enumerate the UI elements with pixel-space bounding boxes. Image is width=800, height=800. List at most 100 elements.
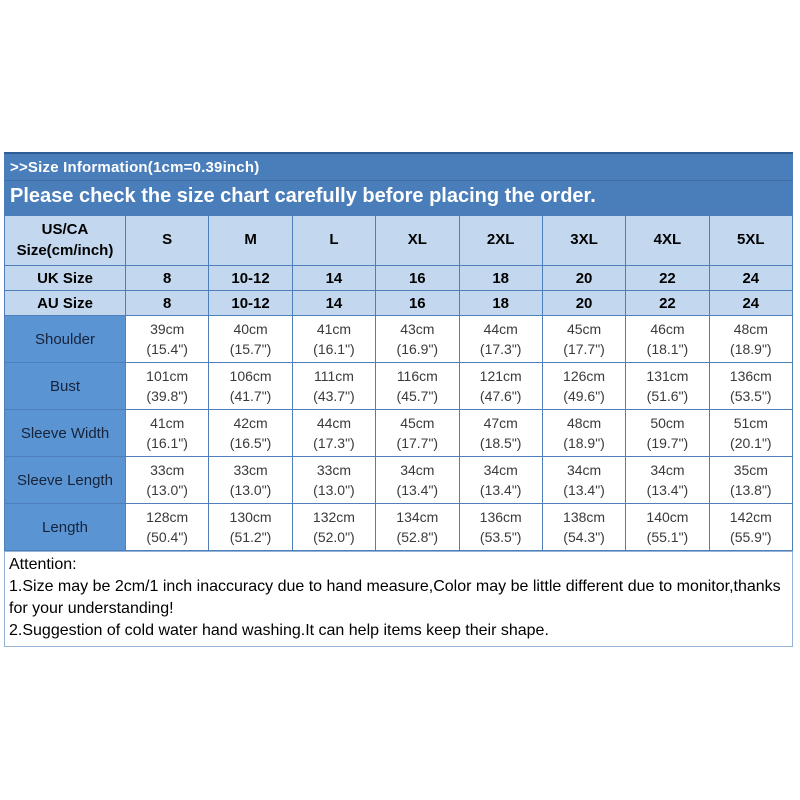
measurement-value-cell: 44cm (17.3") <box>458 315 543 363</box>
measurement-row: Length 128cm (50.4") 130cm (51.2") 132cm (52.0… <box>4 503 794 551</box>
size-info-banner: >>Size Information(1cm=0.39inch) Please … <box>4 152 793 215</box>
measurement-inch-value: (17.7") <box>396 435 439 451</box>
measurement-value-cell: 116cm (45.7") <box>375 362 460 410</box>
measurement-inch-value: (18.9") <box>730 341 772 357</box>
measurement-inch-value: (17.3") <box>313 435 355 451</box>
conversion-value-cell: 20 <box>541 265 627 291</box>
measurement-inch-value: (13.0") <box>146 482 188 498</box>
measurement-inch-value: (53.5") <box>479 529 522 545</box>
measurement-cm-value: 45cm <box>400 415 435 431</box>
measurement-inch-value: (16.1") <box>146 435 188 451</box>
measurement-inch-value: (51.6") <box>646 388 689 404</box>
measurement-inch-value: (45.7") <box>396 388 439 404</box>
measurement-value-cell: 34cm (13.4") <box>375 456 460 504</box>
measurement-value-cell: 39cm (15.4") <box>124 315 210 363</box>
measurement-inch-value: (52.0") <box>313 529 355 545</box>
size-chart-content: >>Size Information(1cm=0.39inch) Please … <box>4 152 794 647</box>
conversion-value-cell: 22 <box>625 290 710 316</box>
measurement-inch-value: (16.1") <box>313 341 355 357</box>
measurement-inch-value: (54.3") <box>563 529 605 545</box>
measurement-row: Shoulder 39cm (15.4") 40cm (15.7") 41cm (16.1"… <box>4 315 794 363</box>
measurement-cm-value: 126cm <box>563 368 606 384</box>
size-chart-table-body: US/CA Size(cm/inch) S M L XL 2XL 3XL 4XL 5XL UK Si… <box>4 215 794 551</box>
measurement-row-label: Sleeve Width <box>4 409 126 457</box>
measurement-value-cell: 126cm (49.6") <box>541 362 627 410</box>
measurement-cm-value: 35cm <box>733 462 768 478</box>
banner-title: >>Size Information(1cm=0.39inch) <box>4 154 793 181</box>
measurement-value-cell: 48cm (18.9") <box>541 409 627 457</box>
measurement-inch-value: (13.4") <box>396 482 439 498</box>
measurement-inch-value: (17.3") <box>479 341 522 357</box>
measurement-cm-value: 51cm <box>733 415 768 431</box>
size-column-header: 5XL <box>708 215 794 266</box>
measurement-value-cell: 45cm (17.7") <box>541 315 627 363</box>
banner-subtitle: Please check the size chart carefully be… <box>10 185 596 207</box>
measurement-value-cell: 132cm (52.0") <box>291 503 377 551</box>
conversion-value-cell: 18 <box>458 290 543 316</box>
measurement-row-label: Shoulder <box>4 315 126 363</box>
uscas-size-header-cell: US/CA Size(cm/inch) <box>4 215 126 266</box>
measurement-value-cell: 42cm (16.5") <box>208 409 293 457</box>
measurement-cm-value: 140cm <box>646 509 689 525</box>
measurement-value-cell: 111cm (43.7") <box>291 362 377 410</box>
conversion-value-cell: 8 <box>124 265 210 291</box>
measurement-value-cell: 142cm (55.9") <box>708 503 794 551</box>
measurement-value-cell: 106cm (41.7") <box>208 362 293 410</box>
measurement-value-cell: 35cm (13.8") <box>708 456 794 504</box>
measurement-row-label: Sleeve Length <box>4 456 126 504</box>
measurement-value-cell: 134cm (52.8") <box>375 503 460 551</box>
attention-title: Attention: <box>9 556 77 573</box>
size-column-header: M <box>208 215 293 266</box>
attention-note-1: 1.Size may be 2cm/1 inch inaccuracy due … <box>9 578 781 617</box>
measurement-cm-value: 136cm <box>729 368 772 384</box>
measurement-cm-value: 41cm <box>150 415 185 431</box>
measurement-cm-value: 34cm <box>400 462 435 478</box>
measurement-cm-value: 33cm <box>316 462 352 478</box>
measurement-value-cell: 48cm (18.9") <box>708 315 794 363</box>
measurement-cm-value: 33cm <box>233 462 268 478</box>
measurement-inch-value: (18.9") <box>563 435 605 451</box>
conversion-value-cell: 14 <box>291 290 377 316</box>
measurement-row: Sleeve Length 33cm (13.0") 33cm (13.0") 33cm (… <box>4 456 794 504</box>
measurement-cm-value: 134cm <box>396 509 439 525</box>
size-chart-table: US/CA Size(cm/inch) S M L XL 2XL 3XL 4XL 5XL UK Si… <box>4 215 794 551</box>
measurement-cm-value: 47cm <box>483 415 518 431</box>
conversion-value-cell: 24 <box>708 290 794 316</box>
measurement-inch-value: (55.9") <box>730 529 772 545</box>
measurement-value-cell: 128cm (50.4") <box>124 503 210 551</box>
size-column-header: 4XL <box>625 215 710 266</box>
measurement-inch-value: (39.8") <box>146 388 188 404</box>
measurement-cm-value: 42cm <box>233 415 268 431</box>
measurement-value-cell: 45cm (17.7") <box>375 409 460 457</box>
size-column-header: S <box>124 215 210 266</box>
measurement-cm-value: 44cm <box>483 321 518 337</box>
measurement-value-cell: 41cm (16.1") <box>124 409 210 457</box>
measurement-cm-value: 43cm <box>400 321 435 337</box>
measurement-inch-value: (53.5") <box>730 388 772 404</box>
measurement-inch-value: (20.1") <box>730 435 772 451</box>
measurement-cm-value: 138cm <box>563 509 606 525</box>
conversion-value-cell: 10-12 <box>208 265 293 291</box>
measurement-value-cell: 130cm (51.2") <box>208 503 293 551</box>
measurement-inch-value: (13.0") <box>229 482 272 498</box>
measurement-cm-value: 128cm <box>146 509 189 525</box>
measurement-cm-value: 116cm <box>396 368 438 384</box>
measurement-inch-value: (55.1") <box>646 529 689 545</box>
measurement-value-cell: 136cm (53.5") <box>458 503 543 551</box>
measurement-value-cell: 136cm (53.5") <box>708 362 794 410</box>
measurement-cm-value: 136cm <box>479 509 522 525</box>
measurement-value-cell: 33cm (13.0") <box>124 456 210 504</box>
measurement-cm-value: 131cm <box>646 368 689 384</box>
conversion-value-cell: 10-12 <box>208 290 293 316</box>
measurement-inch-value: (50.4") <box>146 529 188 545</box>
measurement-cm-value: 41cm <box>316 321 352 337</box>
conversion-row-label: UK Size <box>4 265 126 291</box>
measurement-cm-value: 40cm <box>233 321 268 337</box>
conversion-value-cell: 24 <box>708 265 794 291</box>
measurement-inch-value: (13.4") <box>563 482 605 498</box>
size-column-header: 2XL <box>458 215 543 266</box>
measurement-cm-value: 121cm <box>479 368 522 384</box>
measurement-inch-value: (18.5") <box>479 435 522 451</box>
attention-box: Attention: 1.Size may be 2cm/1 inch inac… <box>4 551 793 647</box>
